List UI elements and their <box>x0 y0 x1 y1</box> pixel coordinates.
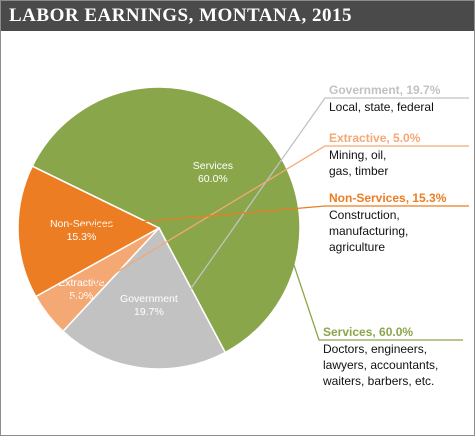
legend-desc-extractive: gas, timber <box>329 164 388 178</box>
legend-desc-non-services: manufacturing, <box>329 224 408 238</box>
legend-desc-government: Local, state, federal <box>329 100 434 114</box>
pie-slice-non-services <box>17 165 161 298</box>
legend-desc-services: waiters, barbers, etc. <box>322 374 434 388</box>
slice-value-extractive: 5.0% <box>69 290 93 302</box>
slice-value-services: 60.0% <box>198 173 228 185</box>
legend-desc-services: lawyers, accountants, <box>323 358 438 372</box>
slice-label-services: Services <box>193 160 233 172</box>
slice-label-non-services: Non-Services <box>50 218 113 230</box>
legend-title-services: Services, 60.0% <box>323 325 413 339</box>
legend-desc-non-services: agriculture <box>329 240 385 254</box>
chart-title: LABOR EARNINGS, MONTANA, 2015 <box>9 5 352 26</box>
title-bar: LABOR EARNINGS, MONTANA, 2015 <box>1 1 474 31</box>
leader-line-services <box>249 133 463 341</box>
slice-value-non-services: 15.3% <box>67 231 97 243</box>
slice-label-government: Government <box>120 293 178 305</box>
leader-line-extractive <box>55 145 469 310</box>
legend-desc-non-services: Construction, <box>329 208 400 222</box>
pie-slice-government <box>61 226 227 370</box>
leader-line-government <box>141 97 469 359</box>
legend-desc-services: Doctors, engineers, <box>323 342 427 356</box>
slice-value-government: 19.7% <box>134 306 164 318</box>
leader-line-non-services <box>27 205 469 233</box>
legend-title-extractive: Extractive, 5.0% <box>329 131 421 145</box>
legend-title-government: Government, 19.7% <box>329 83 441 97</box>
legend-title-non-services: Non-Services, 15.3% <box>329 191 447 205</box>
legend-desc-extractive: Mining, oil, <box>329 148 386 162</box>
